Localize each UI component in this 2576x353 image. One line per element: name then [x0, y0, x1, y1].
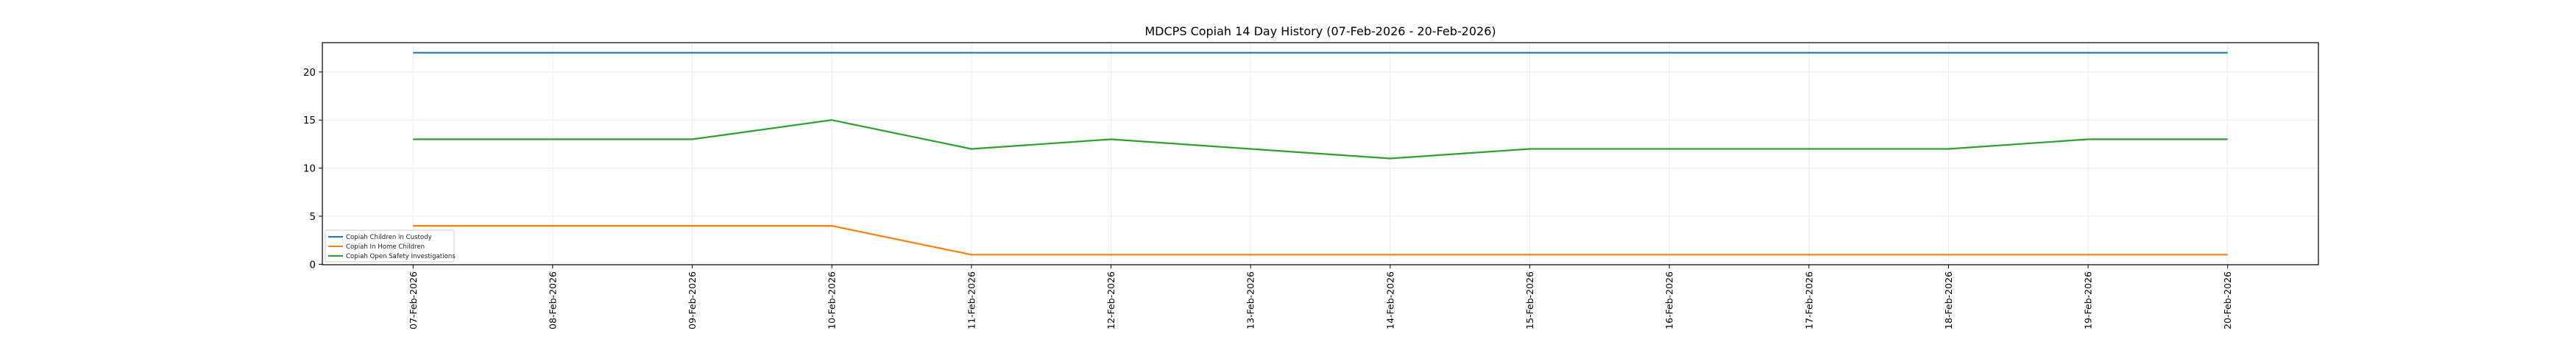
grid — [322, 43, 2318, 265]
series-line-3 — [413, 119, 2228, 160]
x-tick-label: 19-Feb-2026 — [2083, 271, 2094, 329]
chart-title: MDCPS Copiah 14 Day History (07-Feb-2026… — [1144, 24, 1496, 38]
x-tick-label: 09-Feb-2026 — [687, 271, 698, 329]
legend: Copiah Children in Custody Copiah In Home… — [325, 229, 456, 263]
x-tick-label: 07-Feb-2026 — [408, 271, 419, 329]
y-tick-label: 5 — [309, 211, 316, 223]
legend-label: Copiah Children in Custody — [346, 234, 432, 241]
x-tick-label: 11-Feb-2026 — [966, 271, 977, 329]
y-tick-label: 0 — [309, 259, 316, 271]
legend-label: Copiah Open Safety Investigations — [346, 253, 456, 260]
x-tick-label: 17-Feb-2026 — [1803, 271, 1814, 329]
x-tick-label: 13-Feb-2026 — [1245, 271, 1256, 329]
series-line-2 — [413, 225, 2228, 256]
x-axis: 07-Feb-2026 08-Feb-2026 09-Feb-2026 10-Feb-… — [408, 265, 2233, 329]
series-lines — [413, 51, 2228, 256]
y-tick-label: 15 — [303, 115, 316, 126]
x-tick-label: 10-Feb-2026 — [827, 271, 838, 329]
y-axis: 0 5 10 15 20 — [303, 67, 322, 271]
x-tick-label: 15-Feb-2026 — [1524, 271, 1535, 329]
x-tick-label: 18-Feb-2026 — [1943, 271, 1954, 329]
legend-box — [325, 229, 455, 263]
x-tick-label: 12-Feb-2026 — [1105, 271, 1117, 329]
legend-label: Copiah In Home Children — [346, 243, 425, 251]
x-tick-label: 20-Feb-2026 — [2222, 271, 2233, 329]
y-tick-label: 10 — [303, 163, 316, 175]
x-tick-label: 14-Feb-2026 — [1384, 271, 1395, 329]
x-tick-label: 08-Feb-2026 — [547, 271, 558, 329]
plot-frame — [322, 42, 2319, 265]
x-tick-label: 16-Feb-2026 — [1664, 271, 1675, 329]
y-tick-label: 20 — [303, 67, 316, 79]
